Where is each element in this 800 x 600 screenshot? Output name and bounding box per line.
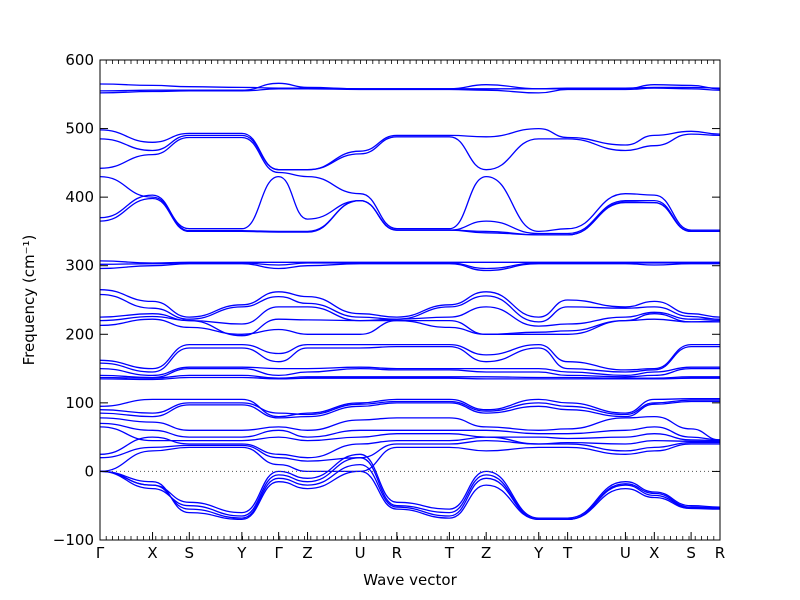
- plot-frame: [99, 59, 721, 541]
- y-tick-label: 200: [65, 325, 94, 343]
- band-line-26: [99, 400, 720, 419]
- k-point-label: T: [444, 544, 455, 562]
- axis-ticks: [99, 59, 721, 541]
- band-line-14: [99, 293, 721, 323]
- band-line-20: [99, 366, 720, 377]
- band-line-25: [99, 399, 720, 416]
- band-line-33: [99, 453, 721, 519]
- y-tick-label: 300: [65, 257, 94, 275]
- k-point-label: R: [392, 544, 402, 562]
- band-line-15: [99, 306, 720, 327]
- k-point-label: U: [620, 544, 631, 562]
- k-point-label: X: [147, 544, 157, 562]
- band-line-31: [99, 439, 720, 462]
- y-tick-label: 0: [84, 462, 94, 480]
- band-line-3: [99, 87, 721, 94]
- band-line-23: [99, 376, 720, 381]
- band-line-21: [99, 367, 720, 379]
- y-tick-label: 100: [65, 394, 94, 412]
- band-line-9: [99, 197, 720, 236]
- y-tick-label: −100: [53, 531, 94, 549]
- y-tick-labels: −100 0 100 200 300 400 500 600: [53, 51, 94, 549]
- band-line-24: [99, 398, 720, 418]
- band-line-17: [99, 318, 720, 335]
- k-point-label: S: [686, 544, 696, 562]
- k-point-label: S: [185, 544, 195, 562]
- k-point-label: U: [355, 544, 366, 562]
- x-axis-label: Wave vector: [363, 571, 457, 589]
- band-line-28: [99, 422, 721, 441]
- k-point-label: Z: [481, 544, 491, 562]
- y-tick-label: 400: [65, 188, 94, 206]
- band-line-18: [99, 343, 720, 371]
- k-point-label: X: [649, 544, 659, 562]
- band-line-4: [99, 127, 721, 171]
- band-line-29: [99, 426, 721, 442]
- band-line-27: [99, 415, 721, 441]
- band-line-13: [99, 289, 721, 318]
- k-point-label: Z: [302, 544, 312, 562]
- band-line-36: [99, 470, 721, 521]
- band-line-34: [99, 457, 721, 521]
- band-line-12: [99, 263, 720, 272]
- k-point-label: Γ: [96, 544, 105, 562]
- band-line-16: [99, 313, 721, 337]
- band-lines: [99, 82, 721, 521]
- band-line-30: [99, 436, 720, 459]
- y-tick-label: 600: [65, 51, 94, 69]
- band-line-6: [99, 136, 720, 233]
- band-line-5: [99, 133, 721, 171]
- band-line-10: [99, 260, 720, 264]
- band-line-11: [99, 262, 720, 270]
- band-line-2: [99, 82, 721, 92]
- y-tick-label: 500: [65, 120, 94, 138]
- k-point-label: T: [562, 544, 573, 562]
- k-point-label: Y: [533, 544, 544, 562]
- band-line-35: [99, 463, 721, 521]
- band-line-19: [99, 345, 720, 373]
- band-line-22: [99, 374, 720, 379]
- k-point-label: R: [715, 544, 725, 562]
- band-line-32: [99, 443, 720, 473]
- k-point-label: Y: [236, 544, 247, 562]
- k-point-label: Γ: [274, 544, 283, 562]
- y-axis-label: Frequency (cm⁻¹): [20, 235, 38, 366]
